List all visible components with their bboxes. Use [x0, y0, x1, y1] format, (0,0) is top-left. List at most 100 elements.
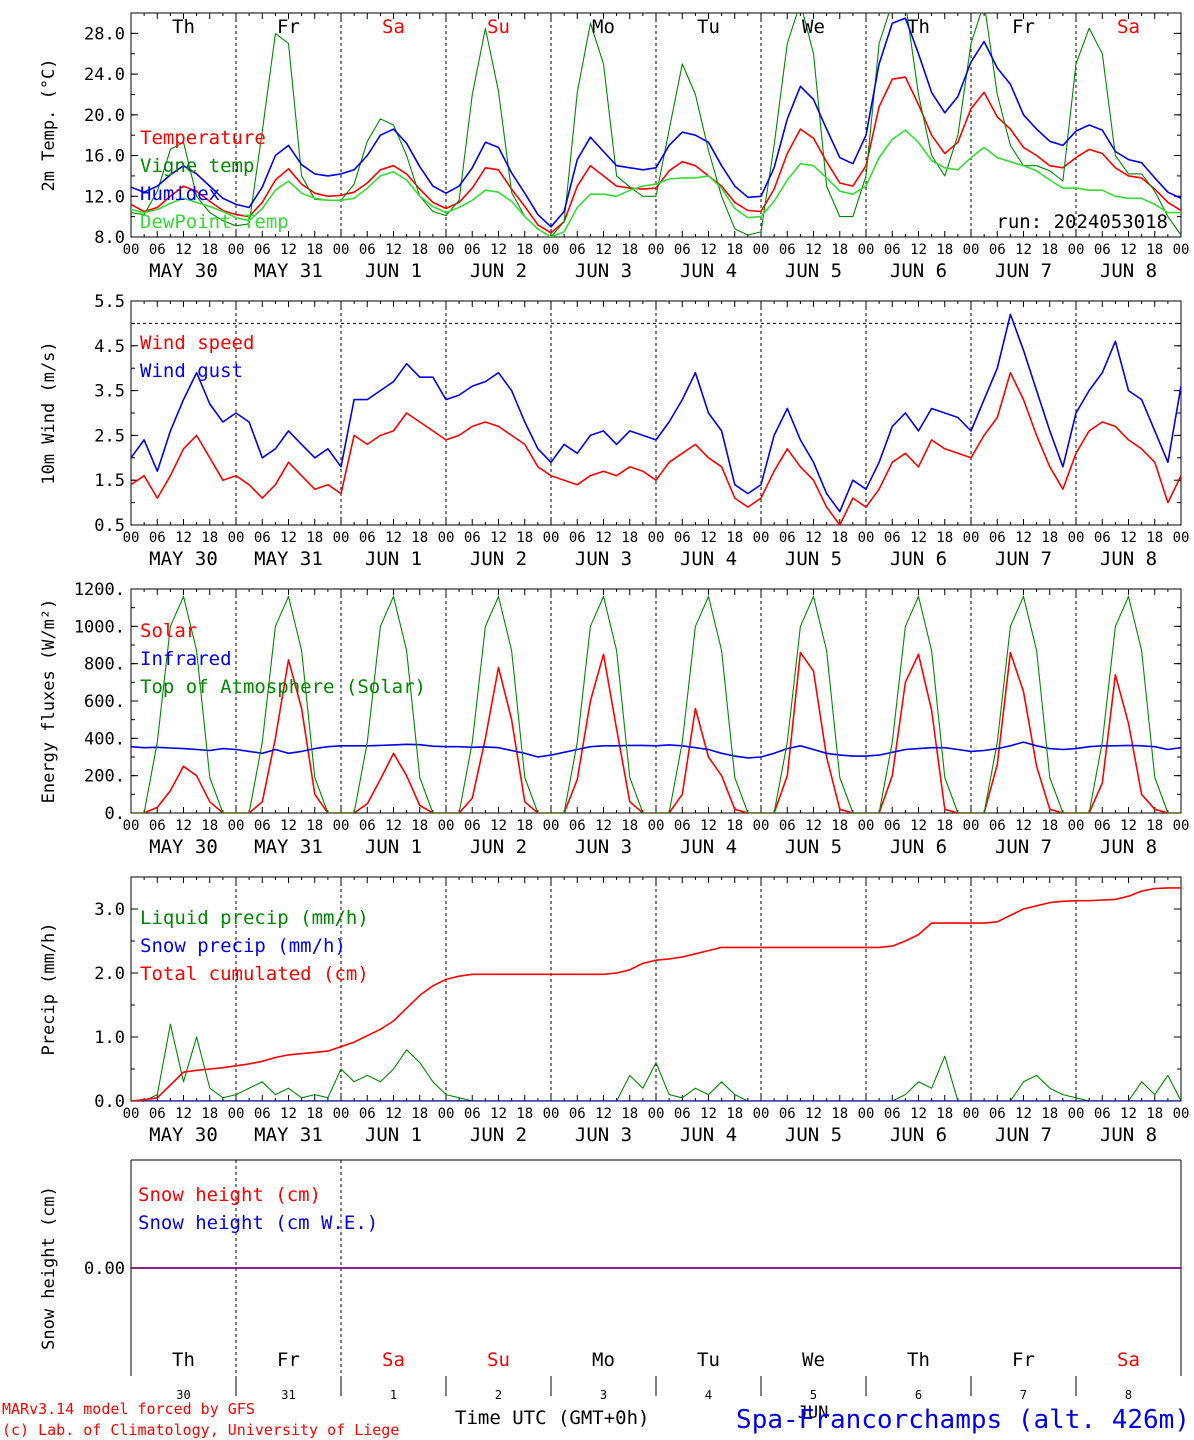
- hour-tick-label: 18: [831, 242, 848, 258]
- date-label: JUN 2: [470, 260, 527, 282]
- hour-tick-label: 12: [1015, 818, 1032, 834]
- hour-tick-label: 06: [674, 1106, 691, 1122]
- hour-tick-label: 00: [123, 1106, 140, 1122]
- hour-tick-label: 12: [805, 818, 822, 834]
- hour-tick-label: 12: [805, 530, 822, 546]
- hour-tick-label: 12: [910, 530, 927, 546]
- day-name-bottom: Su: [487, 1349, 510, 1371]
- hour-tick-label: 00: [858, 1106, 875, 1122]
- hour-tick-label: 00: [333, 1106, 350, 1122]
- hour-tick-label: 00: [1173, 530, 1190, 546]
- day-name-bottom: Th: [907, 1349, 930, 1371]
- hour-tick-label: 18: [621, 1106, 638, 1122]
- hour-tick-label: 18: [201, 530, 218, 546]
- hour-tick-label: 12: [1015, 1106, 1032, 1122]
- hour-tick-label: 12: [280, 242, 297, 258]
- hour-tick-label: 06: [1094, 818, 1111, 834]
- hour-tick-label: 18: [1041, 818, 1058, 834]
- legend-wind-speed: Wind speed: [140, 332, 254, 354]
- hour-tick-label: 00: [963, 242, 980, 258]
- day-name-bottom: Fr: [277, 1349, 300, 1371]
- series-line-vigne-temp: [131, 13, 1181, 237]
- y-tick-label: 0.5: [94, 516, 125, 536]
- hour-tick-label: 18: [621, 530, 638, 546]
- y-tick-label: 600.: [84, 692, 125, 712]
- date-label: JUN 2: [470, 548, 527, 570]
- hour-tick-label: 06: [569, 818, 586, 834]
- date-label: JUN 3: [575, 1124, 632, 1146]
- hour-tick-label: 18: [726, 818, 743, 834]
- hour-tick-label: 06: [464, 530, 481, 546]
- hour-tick-label: 12: [910, 818, 927, 834]
- hour-tick-label: 06: [464, 818, 481, 834]
- hour-tick-label: 00: [648, 1106, 665, 1122]
- date-label: JUN 8: [1100, 1124, 1157, 1146]
- hour-tick-label: 06: [989, 818, 1006, 834]
- series-line-wind-gust: [131, 313, 1181, 513]
- hour-tick-label: 18: [411, 818, 428, 834]
- hour-tick-label: 06: [254, 1106, 271, 1122]
- hour-tick-label: 06: [779, 818, 796, 834]
- hour-tick-label: 06: [989, 530, 1006, 546]
- hour-tick-label: 00: [753, 818, 770, 834]
- hour-tick-label: 12: [175, 530, 192, 546]
- hour-tick-label: 18: [306, 530, 323, 546]
- hour-tick-label: 12: [490, 242, 507, 258]
- date-label: JUN 4: [680, 548, 737, 570]
- hour-tick-label: 00: [963, 1106, 980, 1122]
- xaxis-label: Time UTC (GMT+0h): [455, 1407, 649, 1429]
- series-line-dewpoint-temp: [131, 129, 1181, 237]
- hour-tick-label: 18: [1146, 818, 1163, 834]
- hour-tick-label: 00: [858, 818, 875, 834]
- y-tick-label: 20.0: [84, 106, 125, 126]
- hour-tick-label: 06: [674, 818, 691, 834]
- day-number: 31: [281, 1388, 295, 1402]
- legend-solar: Solar: [140, 620, 197, 642]
- hour-tick-label: 12: [385, 242, 402, 258]
- hour-tick-label: 12: [385, 818, 402, 834]
- date-label: MAY 30: [149, 836, 218, 858]
- hour-tick-label: 00: [1068, 818, 1085, 834]
- hour-tick-label: 06: [149, 530, 166, 546]
- date-label: JUN 8: [1100, 836, 1157, 858]
- hour-tick-label: 06: [464, 242, 481, 258]
- legend-snow-precip: Snow precip (mm/h): [140, 935, 346, 957]
- series-line-liquid-precip-mm-h-: [131, 1023, 1181, 1101]
- hour-tick-label: 06: [149, 1106, 166, 1122]
- hour-tick-label: 18: [516, 1106, 533, 1122]
- legend-toa-solar: Top of Atmosphere (Solar): [140, 676, 426, 698]
- hour-tick-label: 12: [175, 1106, 192, 1122]
- y-tick-label: 28.0: [84, 24, 125, 44]
- hour-tick-label: 00: [648, 242, 665, 258]
- hour-tick-label: 12: [805, 242, 822, 258]
- hour-tick-label: 00: [753, 1106, 770, 1122]
- hour-tick-label: 18: [306, 818, 323, 834]
- hour-tick-label: 18: [831, 1106, 848, 1122]
- hour-tick-label: 00: [1068, 1106, 1085, 1122]
- date-label: JUN 4: [680, 260, 737, 282]
- hour-tick-label: 12: [700, 1106, 717, 1122]
- date-label: JUN 3: [575, 548, 632, 570]
- y-tick-label: 1.5: [94, 471, 125, 491]
- hour-tick-label: 00: [543, 1106, 560, 1122]
- date-label: JUN 3: [575, 260, 632, 282]
- hour-tick-label: 18: [936, 242, 953, 258]
- hour-tick-label: 06: [254, 818, 271, 834]
- date-label: JUN 2: [470, 1124, 527, 1146]
- date-label: JUN 5: [785, 1124, 842, 1146]
- day-number: 4: [705, 1388, 712, 1402]
- y-axis-label: Energy fluxes (W/m²): [39, 599, 59, 804]
- date-label: JUN 6: [890, 836, 947, 858]
- day-name-top: Fr: [277, 16, 300, 38]
- hour-tick-label: 18: [201, 242, 218, 258]
- y-tick-label: 200.: [84, 767, 125, 787]
- day-name-top: Mo: [592, 16, 615, 38]
- y-tick-label: 2.0: [94, 964, 125, 984]
- date-label: JUN 1: [365, 260, 422, 282]
- day-name-bottom: Fr: [1012, 1349, 1035, 1371]
- legend-liquid-precip: Liquid precip (mm/h): [140, 907, 369, 929]
- hour-tick-label: 12: [1120, 818, 1137, 834]
- legend-vigne-temp: Vigne temp: [140, 155, 254, 177]
- hour-tick-label: 06: [779, 1106, 796, 1122]
